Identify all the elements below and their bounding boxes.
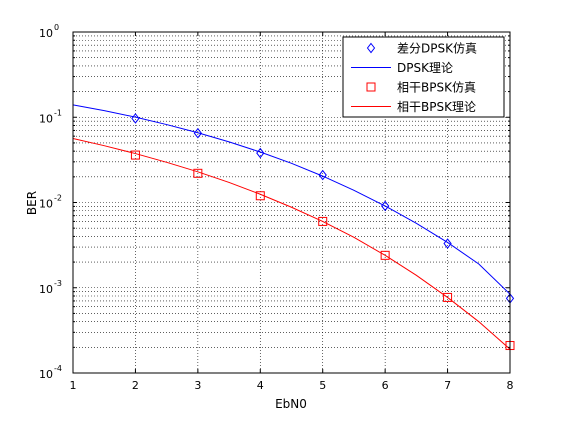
diamond-marker [318,169,327,181]
legend-label: 相干BPSK理论 [397,100,476,114]
x-tick-label: 6 [382,379,389,392]
x-tick-label: 5 [319,379,326,392]
legend-box [342,36,505,118]
square-marker [443,292,453,302]
series-line [72,138,511,350]
legend-item: 相干BPSK仿真 [366,81,476,95]
x-tick-label: 8 [507,379,514,392]
square-marker [380,250,390,260]
y-tick-label: 10 -1 [39,108,62,125]
series-layer [72,104,515,351]
legend-item: 差分DPSK仿真 [366,42,477,56]
y-tick-label: 10 0 [39,23,59,40]
y-tick-label-base: 10 [39,198,53,211]
y-tick-label: 10 -3 [39,279,62,296]
legend-item: 相干BPSK理论 [351,100,476,114]
x-axis-label: EbN0 [275,397,307,411]
y-tick-label-exponent: -1 [54,108,62,117]
legend-label: DPSK理论 [397,61,453,75]
legend-marker-swatch [366,42,376,54]
series-line [72,104,511,295]
ticks [72,32,511,374]
y-tick-label: 10 -4 [39,364,62,381]
x-tick-label: 2 [132,379,139,392]
x-tick-label: 7 [444,379,451,392]
x-tick-label: 3 [194,379,201,392]
legend-label: 差分DPSK仿真 [397,42,477,56]
legend-item: DPSK理论 [351,61,453,75]
y-tick-label-exponent: -4 [54,364,62,373]
legend-marker-swatch [366,82,376,92]
x-tick-label: 4 [257,379,264,392]
y-tick-label-exponent: 0 [54,23,59,32]
series-curve [72,104,511,295]
y-tick-label: 10 -2 [39,194,62,211]
x-tick-label: 1 [70,379,77,392]
y-tick-label-exponent: -3 [54,279,62,288]
series-curve [72,138,511,350]
diamond-marker [443,238,452,249]
y-tick-label-base: 10 [39,27,53,40]
legend-label: 相干BPSK仿真 [397,81,476,95]
y-tick-label-base: 10 [39,112,53,125]
square-marker [318,216,328,226]
y-axis-label: BER [25,191,39,215]
grid [73,32,510,373]
y-tick-label-base: 10 [39,368,53,381]
y-tick-label-exponent: -2 [54,194,62,203]
y-tick-label-base: 10 [39,283,53,296]
